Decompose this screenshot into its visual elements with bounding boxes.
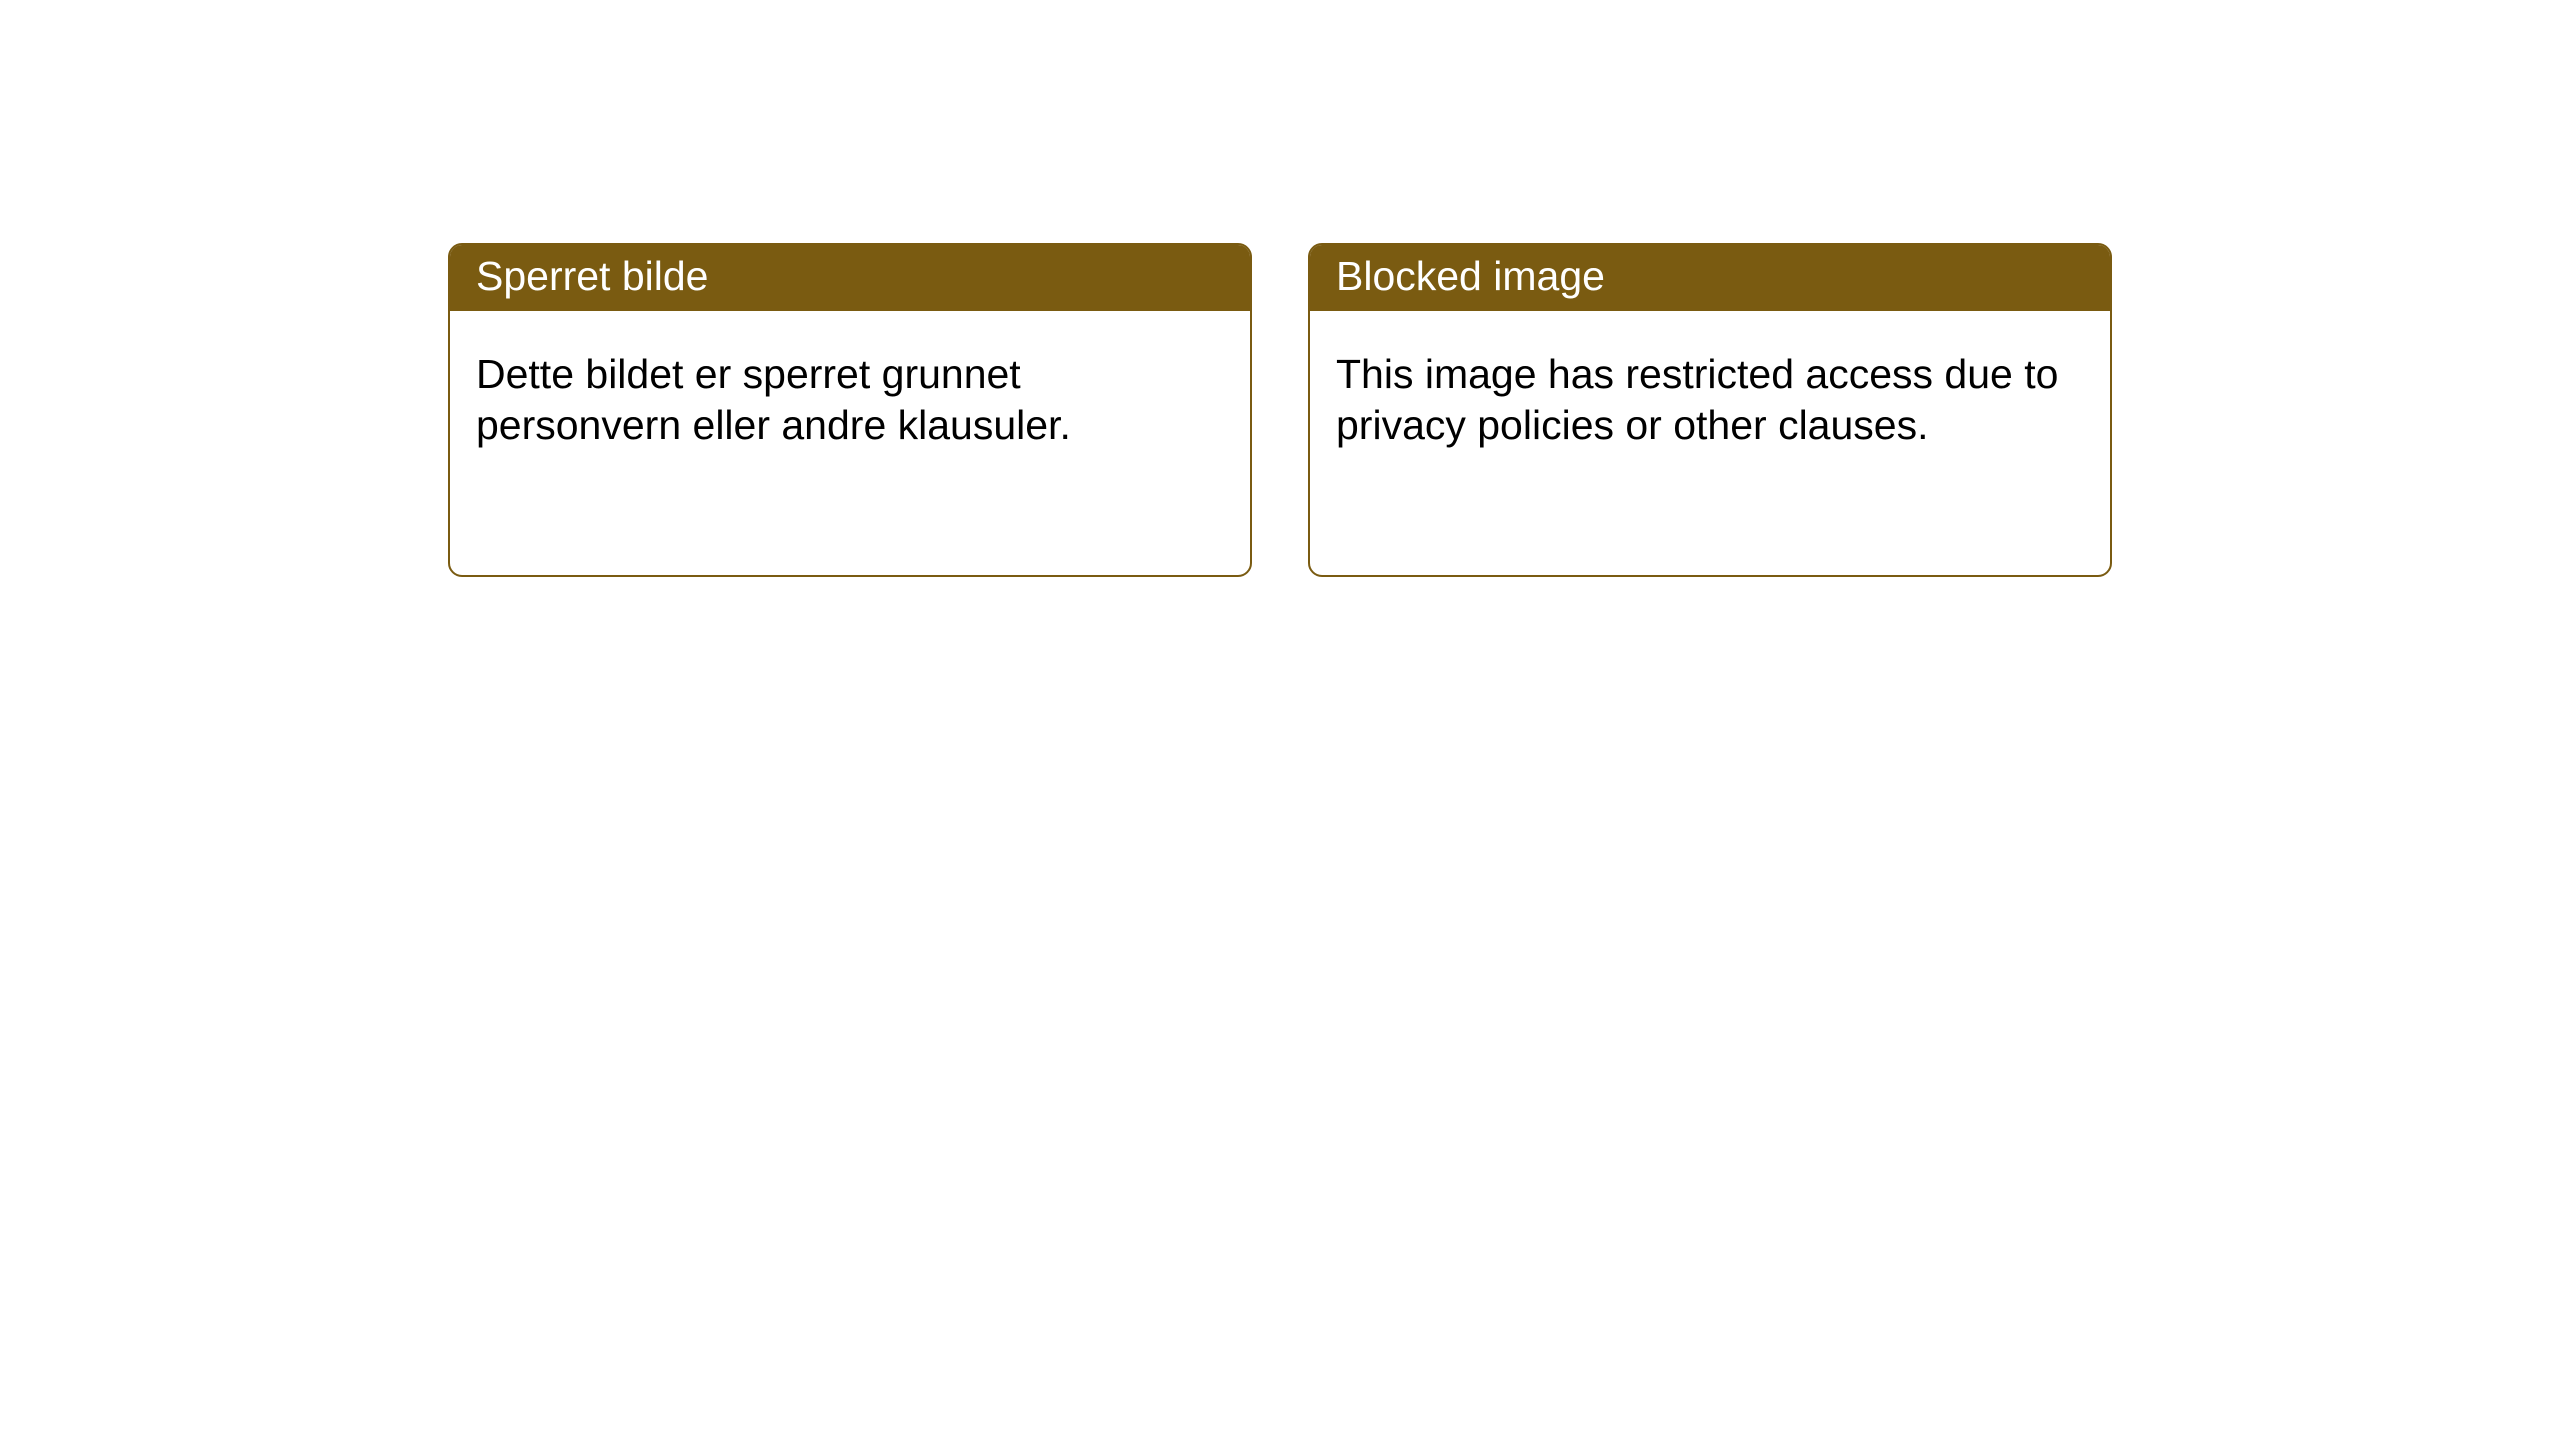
notice-title: Blocked image [1310, 245, 2110, 311]
notice-title: Sperret bilde [450, 245, 1250, 311]
notice-card-english: Blocked image This image has restricted … [1308, 243, 2112, 577]
notices-container: Sperret bilde Dette bildet er sperret gr… [0, 0, 2560, 577]
notice-body: Dette bildet er sperret grunnet personve… [450, 311, 1250, 478]
notice-card-norwegian: Sperret bilde Dette bildet er sperret gr… [448, 243, 1252, 577]
notice-body: This image has restricted access due to … [1310, 311, 2110, 478]
